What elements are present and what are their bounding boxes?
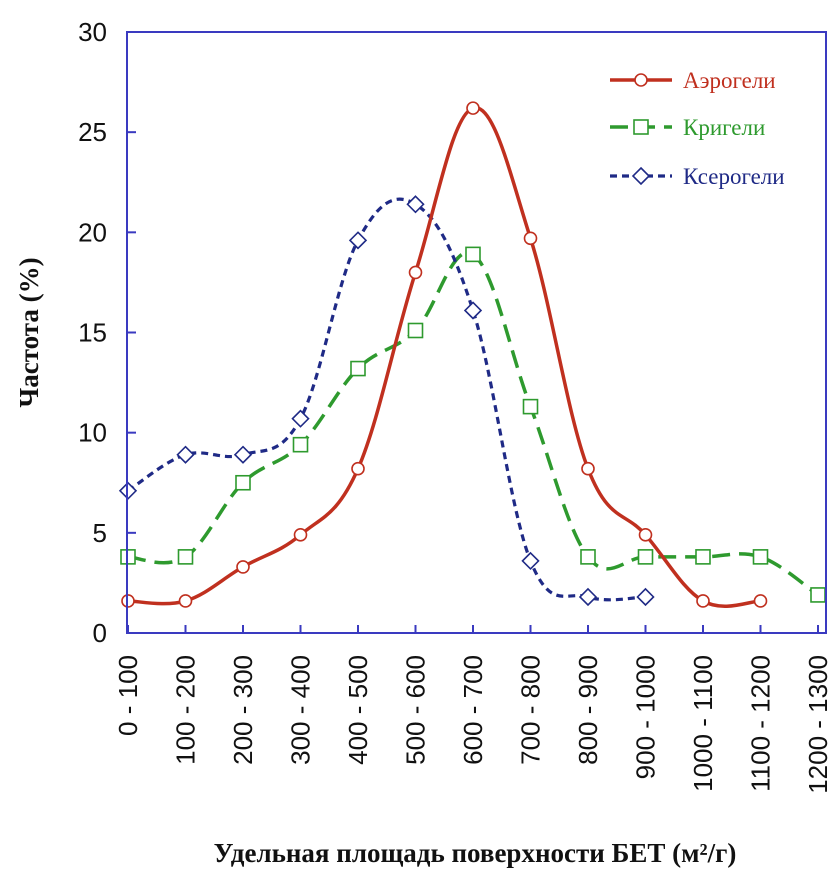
series-layer (118, 101, 826, 608)
data-point (523, 231, 538, 246)
x-tick-label: 0 - 100 (113, 655, 143, 736)
data-point (463, 301, 483, 320)
y-tick-label: 5 (93, 518, 107, 548)
x-axis-title: Удельная площадь поверхности БЕТ (м²/г) (214, 838, 737, 868)
data-point (578, 587, 598, 607)
x-tick-label: 800 - 900 (573, 655, 603, 765)
x-tick-label: 600 - 700 (458, 655, 488, 765)
x-tick-label: 700 - 800 (516, 655, 546, 765)
data-point (235, 474, 251, 491)
series-line (127, 197, 646, 602)
data-point (351, 461, 365, 476)
data-point (406, 195, 425, 214)
x-tick-label: 900 - 1000 (631, 655, 661, 779)
data-point (753, 594, 768, 608)
x-tick-label: 1100 - 1200 (746, 655, 776, 792)
legend-marker (634, 73, 648, 87)
data-point (696, 594, 710, 608)
data-point (465, 246, 481, 263)
data-point (637, 549, 654, 565)
data-point (177, 549, 194, 565)
y-axis-ticks: 0 5 10 15 20 25 30 (78, 17, 136, 648)
data-point (236, 560, 250, 574)
data-point (348, 231, 368, 250)
data-point (638, 528, 653, 542)
data-point (176, 445, 195, 464)
data-point (521, 551, 540, 571)
y-tick-label: 25 (78, 117, 107, 147)
x-tick-label: 100 - 200 (171, 655, 201, 765)
data-point (350, 360, 366, 377)
data-point (695, 549, 711, 565)
data-point (407, 322, 424, 339)
data-point (408, 265, 423, 280)
x-tick-label: 1200 - 1300 (803, 655, 833, 794)
series-1 (121, 101, 768, 608)
data-point (580, 549, 596, 565)
y-tick-label: 30 (78, 17, 107, 47)
y-tick-label: 0 (93, 618, 107, 648)
x-tick-label: 1000 - 1100 (688, 655, 718, 792)
data-point (291, 409, 310, 428)
data-point (636, 587, 655, 607)
legend: Аэрогели Кригели Ксерогели (610, 68, 785, 189)
data-point (233, 445, 253, 464)
data-point (293, 528, 308, 542)
x-tick-label: 400 - 500 (343, 655, 373, 765)
legend-marker (633, 119, 649, 135)
plot-frame (126, 31, 827, 634)
data-point (581, 461, 595, 476)
data-point (466, 101, 480, 115)
series-line (127, 106, 761, 608)
data-point (292, 436, 309, 453)
y-tick-label: 15 (78, 318, 107, 348)
y-tick-label: 10 (78, 418, 107, 448)
x-tick-label: 500 - 600 (401, 655, 431, 765)
legend-label: Кригели (683, 115, 765, 140)
y-axis-title: Частота (%) (14, 257, 44, 407)
data-point (178, 594, 193, 608)
data-point (810, 587, 826, 603)
y-tick-label: 20 (78, 217, 107, 247)
series-3 (118, 195, 655, 607)
legend-label: Ксерогели (683, 164, 785, 189)
x-tick-label: 300 - 400 (286, 655, 316, 765)
data-point (752, 549, 769, 565)
x-tick-label: 200 - 300 (228, 655, 258, 765)
data-point (522, 398, 539, 415)
x-axis-ticks: 0 - 100 100 - 200 200 - 300 300 - 400 400 - … (113, 625, 833, 794)
legend-label: Аэрогели (683, 68, 776, 93)
legend-marker (631, 166, 651, 186)
series-2 (120, 246, 826, 603)
